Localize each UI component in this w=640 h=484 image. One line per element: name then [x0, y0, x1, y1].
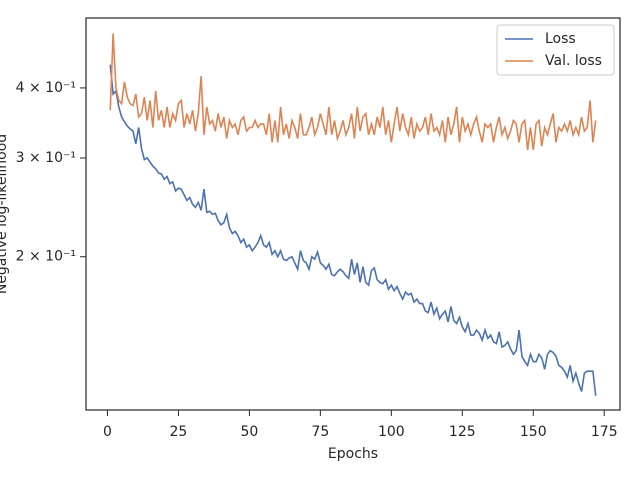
x-tick-label: 100 — [378, 424, 405, 440]
y-tick-label: 4 × 10⁻¹ — [16, 80, 76, 96]
x-tick-label: 50 — [240, 424, 258, 440]
x-tick-label: 75 — [311, 424, 329, 440]
y-axis-label: Negative log-likelihood — [0, 134, 10, 294]
x-tick-label: 0 — [103, 424, 112, 440]
series-line — [109, 33, 597, 151]
series-line — [109, 64, 597, 396]
legend-label: Loss — [545, 31, 576, 47]
legend-label: Val. loss — [545, 53, 602, 69]
x-tick-label: 175 — [591, 424, 618, 440]
x-tick-label: 25 — [169, 424, 187, 440]
y-tick-label: 3 × 10⁻¹ — [16, 150, 76, 166]
x-axis-label: Epochs — [328, 446, 378, 462]
x-tick-label: 125 — [449, 424, 476, 440]
legend-box — [496, 24, 615, 76]
plot-frame — [85, 17, 621, 411]
x-tick-label: 150 — [520, 424, 547, 440]
y-tick-label: 2 × 10⁻¹ — [16, 249, 76, 265]
